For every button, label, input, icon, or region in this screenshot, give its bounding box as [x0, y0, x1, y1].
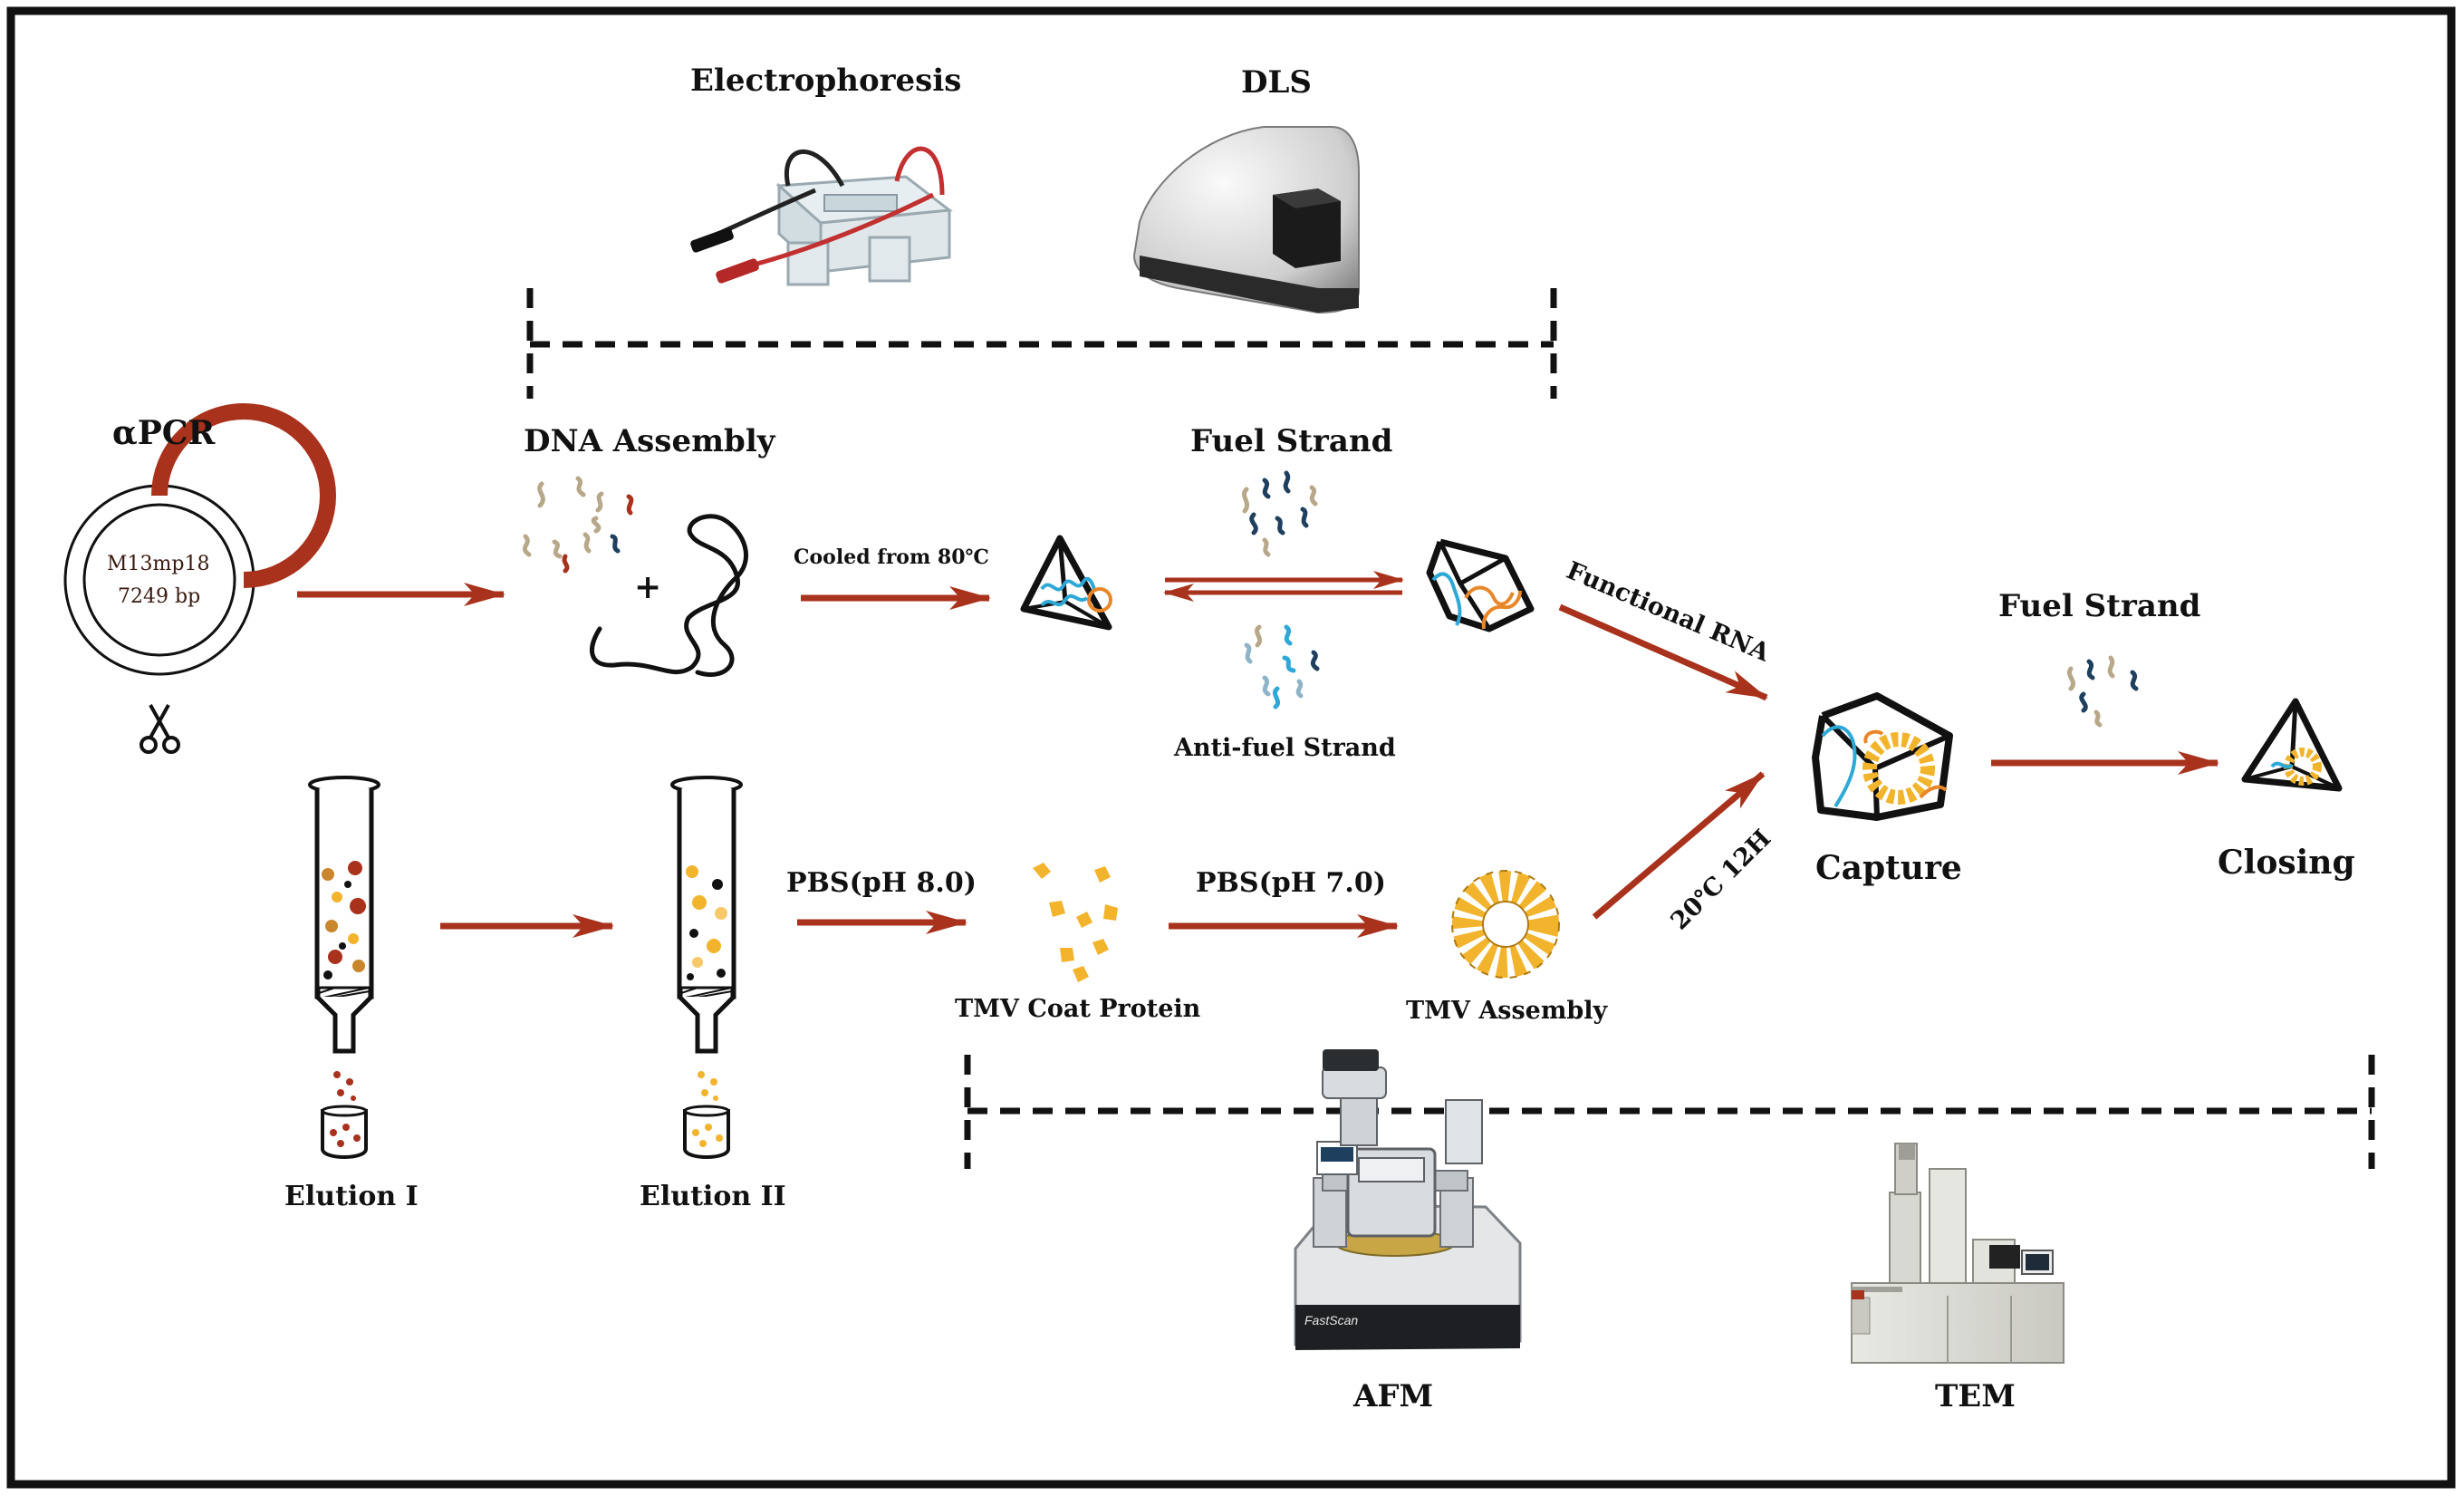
- pbs-70-label: PBS(pH 7.0): [1196, 867, 1386, 899]
- dna-assembly-label: DNA Assembly: [524, 423, 775, 459]
- closing-label: Closing: [2218, 844, 2355, 882]
- opened-dna-cage: [1426, 538, 1535, 632]
- dls-label: DLS: [1241, 64, 1312, 101]
- tmv-coat-protein-label: TMV Coat Protein: [955, 995, 1201, 1023]
- dls-instrument: [1132, 126, 1360, 314]
- elution-2-label: Elution II: [640, 1181, 786, 1212]
- fuel-strands-closing: [2067, 655, 2139, 728]
- process-arrows: [297, 571, 2219, 938]
- plasmid-size: 7249 bp: [118, 585, 201, 608]
- tmv-assembly-label: TMV Assembly: [1406, 997, 1608, 1025]
- column-elution-1: [308, 776, 380, 1159]
- gel-electrophoresis-box: [690, 146, 953, 286]
- arrow-tmv-to-capture: [1592, 771, 1766, 920]
- fuel-strands: [1241, 470, 1318, 557]
- afm-instrument: [1294, 1049, 1522, 1350]
- fuel-strand-closing-label: Fuel Strand: [1998, 588, 2201, 624]
- outer-frame: [6, 6, 2456, 1489]
- apcr-label: αPCR: [112, 414, 216, 452]
- characterization-bracket-top: [526, 288, 1557, 399]
- scissors-icon: [140, 704, 180, 754]
- afm-brand-text: FastScan: [1304, 1313, 1359, 1327]
- plus-sign: +: [634, 568, 662, 606]
- arrow-functional-rna: [1558, 603, 1768, 701]
- plasmid-name: M13mp18: [107, 553, 210, 575]
- pbs-80-label: PBS(pH 8.0): [786, 867, 977, 899]
- tmv-coat-protein: [1033, 863, 1118, 982]
- characterization-bracket-bottom: [964, 1055, 2375, 1169]
- capture-complex: [1812, 692, 1953, 821]
- capture-label: Capture: [1815, 849, 1962, 887]
- column-elution-2: [670, 776, 743, 1159]
- fuel-strand-label: Fuel Strand: [1190, 423, 1393, 459]
- dna-tetrahedron: [1020, 535, 1112, 631]
- tem-instrument: [1851, 1143, 2065, 1364]
- staple-strands: [522, 476, 634, 574]
- elution-1-label: Elution I: [284, 1181, 419, 1212]
- plasmid-m13mp18: [63, 403, 336, 676]
- tem-label: TEM: [1935, 1378, 2016, 1414]
- tmv-assembly-ring: [1451, 870, 1560, 979]
- scaffold-strand: [590, 514, 748, 677]
- electrophoresis-label: Electrophoresis: [690, 63, 962, 99]
- closed-tetrahedron: [2241, 698, 2343, 792]
- anti-fuel-strand-label: Anti-fuel Strand: [1174, 734, 1396, 762]
- anti-fuel-strands: [1244, 624, 1320, 709]
- afm-label: AFM: [1353, 1378, 1434, 1414]
- cooling-condition: Cooled from 80℃: [794, 545, 989, 569]
